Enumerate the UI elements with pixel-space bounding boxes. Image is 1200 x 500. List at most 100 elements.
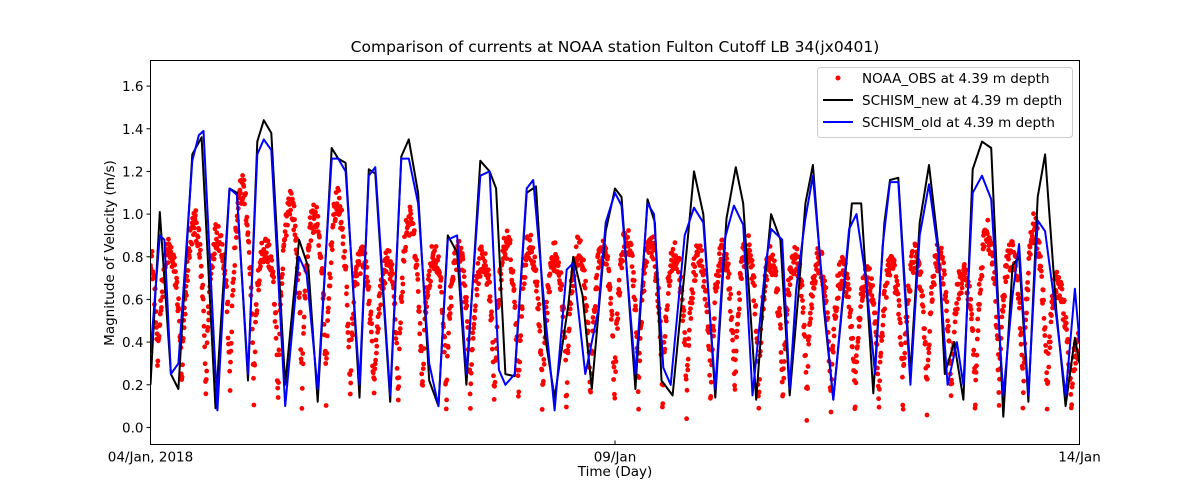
obs-point bbox=[176, 306, 182, 312]
obs-point bbox=[900, 402, 906, 408]
obs-point bbox=[252, 349, 258, 355]
obs-point bbox=[636, 406, 641, 412]
obs-point bbox=[400, 281, 406, 287]
obs-point bbox=[942, 271, 947, 277]
obs-point bbox=[644, 259, 650, 265]
obs-point bbox=[324, 356, 329, 361]
obs-point bbox=[926, 346, 931, 351]
obs-point bbox=[360, 244, 365, 250]
obs-point bbox=[872, 310, 878, 316]
obs-point bbox=[877, 378, 883, 384]
obs-point bbox=[625, 234, 631, 240]
obs-point bbox=[348, 380, 354, 386]
obs-point bbox=[1025, 280, 1030, 285]
obs-point bbox=[609, 308, 615, 314]
obs-point bbox=[280, 271, 285, 277]
obs-point bbox=[386, 248, 392, 254]
obs-point bbox=[955, 281, 961, 287]
obs-point bbox=[201, 333, 207, 338]
obs-point bbox=[292, 232, 298, 238]
obs-point bbox=[845, 275, 851, 281]
obs-point bbox=[697, 243, 703, 249]
obs-point bbox=[172, 262, 178, 268]
obs-point bbox=[831, 333, 837, 339]
obs-point bbox=[770, 252, 776, 258]
obs-point bbox=[328, 260, 334, 266]
obs-point bbox=[867, 266, 872, 271]
obs-point bbox=[971, 347, 977, 353]
obs-point bbox=[256, 287, 261, 293]
obs-point bbox=[246, 239, 252, 245]
obs-point bbox=[807, 320, 813, 326]
obs-point bbox=[201, 323, 207, 329]
obs-point bbox=[230, 287, 236, 293]
obs-point bbox=[959, 281, 965, 287]
obs-point bbox=[606, 268, 612, 274]
obs-point bbox=[516, 367, 522, 373]
obs-point bbox=[948, 393, 954, 399]
obs-point bbox=[416, 309, 422, 314]
obs-point bbox=[699, 248, 705, 253]
obs-point bbox=[1017, 326, 1023, 331]
obs-point bbox=[336, 195, 342, 201]
obs-point bbox=[165, 260, 171, 265]
obs-point bbox=[803, 352, 808, 358]
obs-point bbox=[727, 309, 733, 314]
obs-point bbox=[218, 233, 224, 238]
obs-point bbox=[751, 274, 757, 280]
obs-point bbox=[681, 308, 687, 313]
obs-point bbox=[941, 268, 947, 273]
obs-point bbox=[750, 263, 755, 268]
obs-point bbox=[616, 277, 622, 283]
obs-point bbox=[892, 262, 897, 268]
obs-point bbox=[425, 293, 431, 298]
obs-point bbox=[486, 272, 492, 278]
obs-point bbox=[198, 247, 203, 253]
obs-point bbox=[251, 375, 256, 381]
obs-point bbox=[426, 272, 432, 278]
obs-point bbox=[927, 329, 933, 334]
obs-point bbox=[630, 253, 635, 258]
obs-point bbox=[511, 286, 517, 292]
obs-point bbox=[541, 361, 547, 367]
y-tick-label: 0.0 bbox=[122, 420, 143, 436]
obs-point bbox=[719, 237, 725, 243]
obs-point bbox=[813, 279, 818, 284]
obs-point bbox=[168, 249, 174, 255]
obs-point bbox=[491, 397, 497, 402]
obs-point bbox=[978, 287, 984, 293]
obs-point bbox=[704, 309, 710, 315]
obs-point bbox=[873, 319, 878, 324]
obs-point bbox=[198, 263, 204, 269]
obs-point bbox=[252, 362, 258, 368]
obs-point bbox=[1020, 405, 1026, 411]
obs-point bbox=[944, 308, 949, 314]
obs-point bbox=[977, 302, 982, 307]
obs-point bbox=[421, 346, 427, 351]
obs-point bbox=[845, 281, 851, 287]
y-tick-label: 1.0 bbox=[122, 207, 143, 223]
obs-point bbox=[701, 278, 707, 284]
obs-point bbox=[535, 306, 541, 312]
obs-point bbox=[772, 258, 777, 264]
obs-point bbox=[280, 266, 286, 272]
obs-point bbox=[354, 281, 360, 287]
obs-point bbox=[257, 278, 262, 284]
obs-point bbox=[846, 294, 851, 300]
obs-point bbox=[193, 208, 199, 214]
obs-point bbox=[300, 351, 306, 356]
obs-point bbox=[773, 272, 778, 278]
obs-point bbox=[582, 267, 587, 273]
obs-point bbox=[250, 340, 256, 346]
obs-point bbox=[999, 314, 1005, 320]
obs-point bbox=[1021, 378, 1027, 384]
obs-point bbox=[800, 305, 806, 311]
obs-point bbox=[825, 310, 830, 315]
obs-point bbox=[672, 240, 678, 246]
obs-point bbox=[968, 307, 974, 312]
obs-point bbox=[231, 276, 237, 282]
obs-point bbox=[393, 330, 399, 336]
obs-point bbox=[410, 221, 416, 227]
obs-point bbox=[680, 318, 686, 324]
obs-point bbox=[1041, 316, 1047, 321]
